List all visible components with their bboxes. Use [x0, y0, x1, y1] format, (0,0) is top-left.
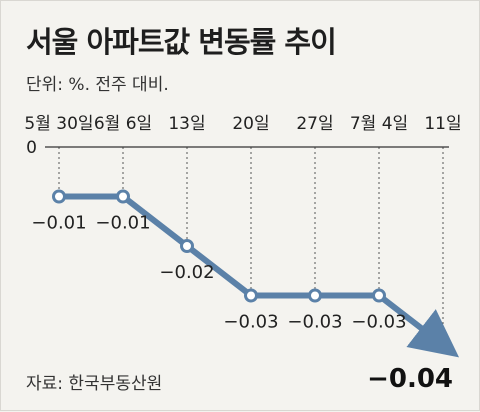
data-point — [116, 189, 130, 204]
data-label: −0.02 — [159, 262, 214, 283]
unit-note: 단위: %. 전주 대비. — [26, 75, 169, 95]
data-label-layer: −0.01 −0.01 −0.02 −0.03 −0.03 −0.03 −0.04 — [31, 213, 453, 395]
chart-title: 서울 아파트값 변동률 추이 — [26, 25, 337, 59]
x-tick-label: 20일 — [232, 114, 269, 134]
data-point-layer — [52, 189, 386, 303]
data-label: −0.03 — [223, 312, 278, 333]
series-line — [56, 193, 382, 299]
series-line-arrow — [376, 292, 460, 358]
y-tick-label-zero: 0 — [26, 138, 37, 158]
data-label: −0.01 — [31, 213, 86, 234]
series-line-layer — [56, 193, 460, 358]
grid-layer — [58, 147, 444, 341]
x-tick-label: 11일 — [424, 114, 461, 134]
data-label: −0.03 — [287, 312, 342, 333]
data-point — [308, 288, 322, 303]
data-label: −0.04 — [367, 364, 453, 394]
data-point — [180, 239, 194, 253]
data-point — [52, 189, 66, 204]
source-note: 자료: 한국부동산원 — [26, 374, 163, 394]
data-label: −0.01 — [95, 213, 150, 234]
x-tick-label: 27일 — [296, 114, 333, 134]
data-point — [372, 288, 386, 303]
x-tick-label: 5월 30일 — [24, 114, 93, 134]
x-tick-label: 6월 6일 — [94, 114, 152, 134]
x-tick-label: 13일 — [168, 114, 205, 134]
axis-layer: 0 5월 30일 6월 6일 13일 20일 27일 7월 4일 11일 — [24, 114, 461, 158]
x-tick-label: 7월 4일 — [350, 114, 408, 134]
data-label: −0.03 — [351, 312, 406, 333]
data-point — [244, 288, 258, 303]
